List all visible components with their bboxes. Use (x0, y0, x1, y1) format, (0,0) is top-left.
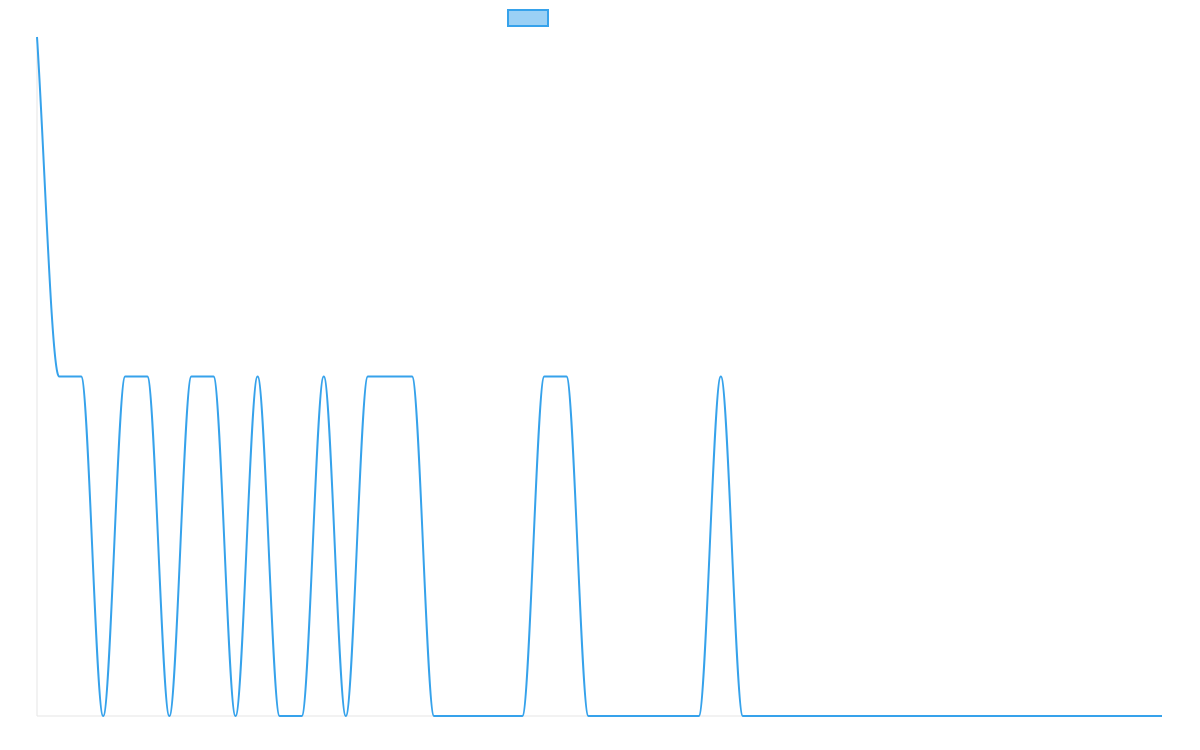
data-point[interactable] (740, 713, 746, 719)
data-point[interactable] (983, 713, 989, 719)
legend-swatch[interactable] (507, 9, 549, 27)
series-layer (34, 34, 1165, 719)
data-point[interactable] (1093, 713, 1099, 719)
data-point[interactable] (850, 713, 856, 719)
data-point[interactable] (299, 713, 305, 719)
data-point[interactable] (718, 374, 724, 380)
data-point[interactable] (1071, 713, 1077, 719)
data-point[interactable] (806, 713, 812, 719)
data-point[interactable] (1137, 713, 1143, 719)
data-point[interactable] (497, 713, 503, 719)
data-point[interactable] (56, 374, 62, 380)
data-point[interactable] (696, 713, 702, 719)
series-line[interactable] (36, 36, 1162, 717)
data-point[interactable] (585, 713, 591, 719)
data-point[interactable] (1159, 713, 1165, 719)
data-point[interactable] (78, 374, 84, 380)
data-point[interactable] (608, 713, 614, 719)
data-point[interactable] (674, 713, 680, 719)
data-point[interactable] (938, 713, 944, 719)
data-point[interactable] (233, 713, 239, 719)
data-point[interactable] (431, 713, 437, 719)
data-point[interactable] (519, 713, 525, 719)
data-point[interactable] (762, 713, 768, 719)
data-point[interactable] (475, 713, 481, 719)
data-point[interactable] (563, 374, 569, 380)
data-point[interactable] (872, 713, 878, 719)
data-point[interactable] (453, 713, 459, 719)
data-point[interactable] (894, 713, 900, 719)
data-point[interactable] (321, 374, 327, 380)
data-point[interactable] (255, 374, 261, 380)
data-point[interactable] (277, 713, 283, 719)
data-point[interactable] (343, 713, 349, 719)
data-point[interactable] (1027, 713, 1033, 719)
data-point[interactable] (916, 713, 922, 719)
data-point[interactable] (144, 374, 150, 380)
data-point[interactable] (1049, 713, 1055, 719)
data-point[interactable] (630, 713, 636, 719)
data-point[interactable] (1115, 713, 1121, 719)
data-point[interactable] (828, 713, 834, 719)
data-point[interactable] (1005, 713, 1011, 719)
data-point[interactable] (34, 34, 40, 40)
data-point[interactable] (188, 374, 194, 380)
data-point[interactable] (122, 374, 128, 380)
data-point[interactable] (365, 374, 371, 380)
data-point[interactable] (541, 374, 547, 380)
data-point[interactable] (960, 713, 966, 719)
data-point[interactable] (100, 713, 106, 719)
legend[interactable] (507, 9, 549, 27)
data-point[interactable] (387, 374, 393, 380)
data-point[interactable] (210, 374, 216, 380)
data-point[interactable] (652, 713, 658, 719)
data-point[interactable] (166, 713, 172, 719)
data-point[interactable] (409, 374, 415, 380)
data-point[interactable] (784, 713, 790, 719)
